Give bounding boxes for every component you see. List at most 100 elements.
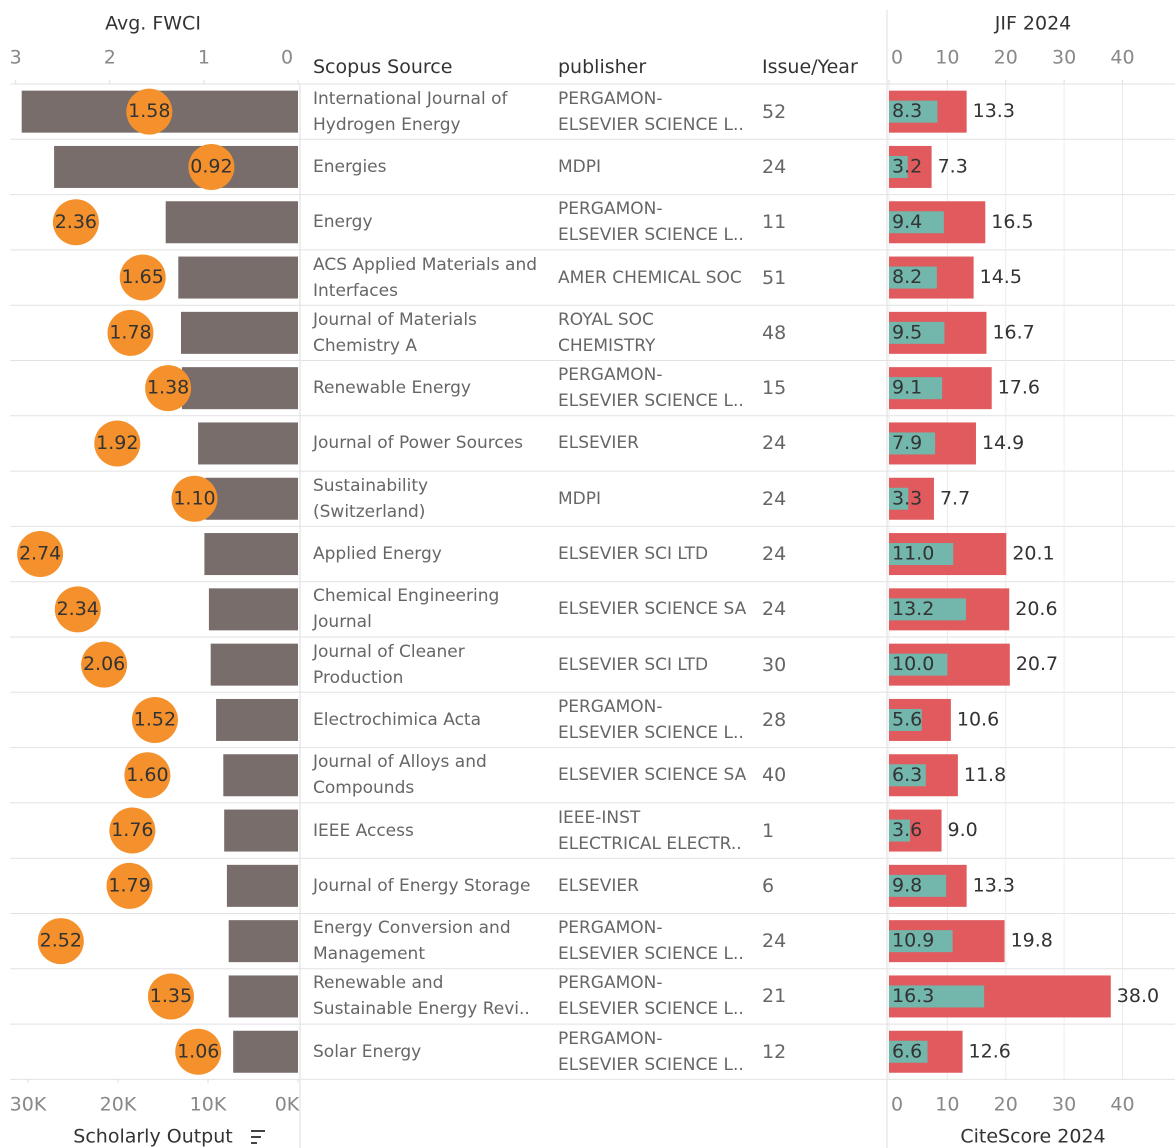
bar: [889, 653, 948, 676]
source-cell: ACS Applied Materials and Interfaces: [313, 254, 538, 301]
issue-cell: 24: [762, 543, 787, 566]
bar: [889, 1040, 928, 1063]
tick-label: 2: [104, 47, 116, 69]
issue-cell: 11: [762, 211, 787, 234]
bar: [889, 155, 908, 178]
bar: [205, 477, 298, 520]
publisher-cell: ELSEVIER: [558, 433, 639, 454]
value-label: 2.74: [19, 543, 61, 565]
value-label: 1.06: [177, 1040, 219, 1062]
source-cell: Chemical Engineering Journal: [313, 586, 500, 633]
bar: [54, 145, 298, 188]
value-label: 1.38: [147, 377, 189, 399]
issue-cell: 1: [762, 819, 775, 842]
bar: [889, 708, 922, 731]
value-label: 1.52: [134, 708, 176, 730]
issue-cell: 48: [762, 321, 787, 344]
sort-icon: [251, 1130, 265, 1144]
bar: [889, 598, 967, 621]
publisher-cell: ELSEVIER: [558, 875, 639, 896]
source-cell: Journal of Alloys and Compounds: [313, 752, 487, 799]
axis-title: Avg. FWCI: [105, 13, 201, 35]
issue-cell: 12: [762, 1040, 787, 1063]
value-label: 20.7: [1016, 653, 1058, 675]
issue-cell: 52: [762, 100, 787, 123]
tick-label: 30K: [10, 1094, 47, 1116]
tick-label: 20: [994, 1094, 1018, 1116]
source-cell: Energy: [313, 212, 373, 233]
value-label: 1.10: [173, 487, 215, 509]
fwci-circle: [109, 807, 156, 854]
value-label: 13.3: [973, 874, 1015, 896]
tick-label: 20K: [100, 1094, 137, 1116]
value-label: 38.0: [1117, 985, 1159, 1007]
bar: [165, 201, 298, 244]
tick-label: 3: [10, 47, 22, 69]
axis-title: JIF 2024: [994, 13, 1072, 35]
publisher-cell: ELSEVIER SCIENCE SA: [558, 765, 747, 786]
bar: [223, 754, 298, 797]
tick-label: 1: [198, 47, 210, 69]
source-cell: Energies: [313, 156, 387, 177]
value-label: 9.1: [892, 377, 922, 399]
value-label: 3.3: [892, 487, 922, 509]
fwci-circle: [52, 199, 99, 246]
tick-label: 30: [1052, 1094, 1076, 1116]
fwci-circle: [188, 143, 235, 190]
axis-title: Scholarly Output: [73, 1126, 232, 1148]
value-label: 1.58: [128, 100, 170, 122]
tick-label: 0: [281, 47, 293, 69]
value-label: 10.0: [892, 653, 934, 675]
value-label: 1.78: [109, 321, 151, 343]
bar: [889, 819, 911, 842]
value-label: 13.2: [892, 598, 934, 620]
tick-label: 40: [1110, 47, 1134, 69]
fwci-circle: [175, 1028, 222, 1075]
value-label: 1.65: [122, 266, 164, 288]
issue-cell: 24: [762, 432, 787, 455]
bar: [198, 422, 298, 465]
tick-label: 10: [935, 47, 959, 69]
value-label: 9.4: [892, 211, 922, 233]
value-label: 1.60: [126, 764, 168, 786]
source-cell: Energy Conversion and Management: [313, 918, 511, 965]
tick-label: 0: [891, 47, 903, 69]
fwci-circle: [37, 918, 84, 965]
bar: [181, 311, 298, 354]
publisher-cell: PERGAMON- ELSEVIER SCIENCE L..: [558, 918, 744, 965]
value-label: 20.1: [1012, 543, 1054, 565]
value-label: 6.3: [892, 764, 922, 786]
value-label: 16.7: [992, 321, 1034, 343]
publisher-cell: PERGAMON- ELSEVIER SCIENCE L..: [558, 88, 744, 135]
fwci-circle: [131, 696, 178, 743]
value-label: 2.52: [40, 930, 82, 952]
value-label: 7.3: [938, 155, 968, 177]
tick-label: 0K: [275, 1094, 300, 1116]
bar: [889, 266, 937, 289]
bar: [889, 321, 945, 344]
value-label: 0.92: [190, 155, 232, 177]
bar: [228, 975, 298, 1018]
bar: [208, 588, 298, 631]
value-label: 2.06: [83, 653, 125, 675]
bar: [889, 874, 947, 897]
source-cell: Sustainability (Switzerland): [313, 475, 429, 522]
fwci-circle: [107, 309, 154, 356]
issue-cell: 21: [762, 985, 787, 1008]
value-label: 9.0: [948, 819, 978, 841]
issue-cell: 24: [762, 930, 787, 953]
value-label: 10.9: [892, 930, 934, 952]
issue-cell: 24: [762, 598, 787, 621]
tick-label: 10K: [190, 1094, 227, 1116]
value-label: 13.3: [973, 100, 1015, 122]
fwci-circle: [147, 973, 194, 1020]
source-cell: Journal of Materials Chemistry A: [313, 309, 477, 356]
fwci-circle: [54, 586, 101, 633]
publisher-cell: PERGAMON- ELSEVIER SCIENCE L..: [558, 365, 744, 412]
issue-cell: 15: [762, 377, 787, 400]
bar: [889, 432, 936, 455]
tick-label: 10: [935, 1094, 959, 1116]
value-label: 7.7: [940, 487, 970, 509]
value-label: 2.34: [57, 598, 99, 620]
